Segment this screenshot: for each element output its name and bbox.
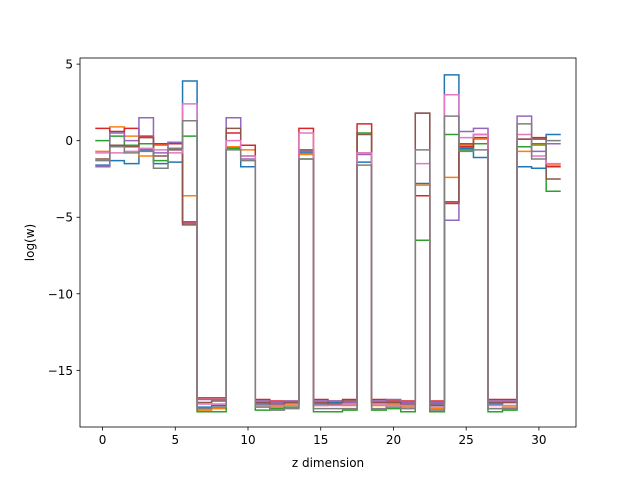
y-tick-label: −5	[55, 211, 73, 225]
x-axis: 0 5 10 15 20 25 30	[99, 427, 547, 447]
y-tick-label: −15	[48, 364, 73, 378]
x-tick-label: 15	[313, 433, 328, 447]
y-axis: 5 0 −5 −10 −15	[48, 58, 80, 378]
x-tick-label: 5	[171, 433, 179, 447]
y-axis-label: log(w)	[23, 224, 37, 261]
series-line-7	[95, 94, 561, 408]
y-tick-label: −10	[48, 287, 73, 301]
y-tick-label: 0	[65, 134, 73, 148]
series-layer	[95, 74, 561, 413]
series-line-5	[95, 112, 561, 404]
x-tick-label: 25	[459, 433, 474, 447]
y-tick-label: 5	[65, 58, 73, 72]
x-tick-label: 30	[531, 433, 546, 447]
x-axis-label: z dimension	[292, 456, 364, 470]
series-line-8	[95, 115, 561, 411]
x-tick-label: 20	[386, 433, 401, 447]
plot-frame	[79, 57, 577, 428]
x-tick-label: 10	[240, 433, 255, 447]
x-tick-label: 0	[99, 433, 107, 447]
